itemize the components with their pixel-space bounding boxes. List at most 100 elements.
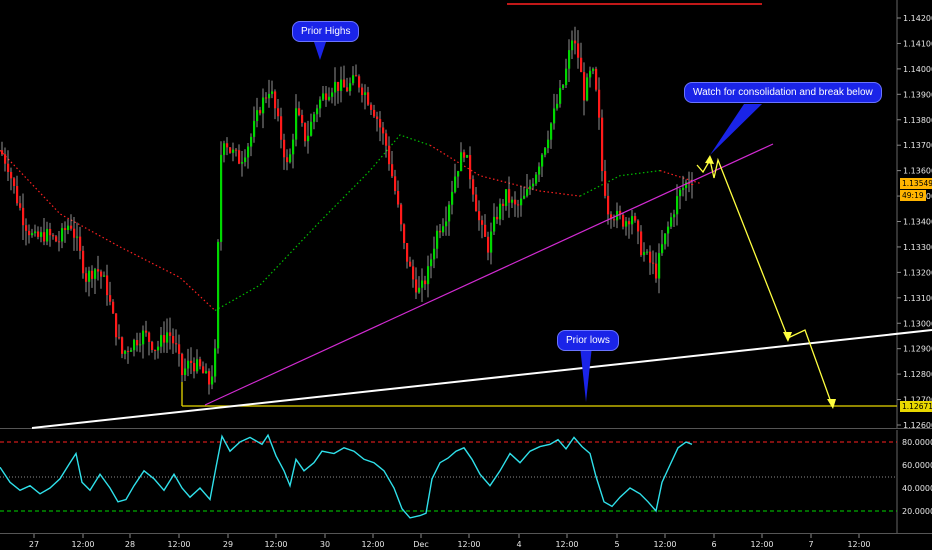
candle-body [394,176,397,192]
candle-body [436,230,439,249]
candle-body [118,337,121,339]
candle-body [292,139,295,155]
price-tick-label: 1.13400 [903,218,932,227]
candle-body [613,219,616,221]
time-tick-label: 12:00 [71,540,94,549]
candle-body [301,114,304,123]
candle-body [358,76,361,88]
candle-body [493,216,496,232]
candle-body [427,266,430,285]
candle-body [631,216,634,225]
candle-body [622,214,625,227]
candle-body [163,335,166,343]
candle-body [352,75,355,84]
candle-body [31,233,34,236]
candle-body [412,266,415,280]
candle-body [37,231,40,237]
price-axis-ticks: 1.14200 1.14100 1.14000 1.13900 1.13800 1.137… [897,14,932,430]
candle-body [250,136,253,147]
watch-pointer [710,104,762,155]
candle-body [553,108,556,124]
candle-body [523,195,526,199]
candle-body [151,341,154,350]
candle-body [1,150,4,155]
candle-body [145,330,148,333]
candle-body [478,211,481,221]
candle-body [646,251,649,253]
candle-body [637,220,640,232]
candle-body [133,340,136,351]
candle-body [79,236,82,251]
time-tick-label: 28 [125,540,135,549]
candle-body [685,182,688,189]
candle-body [226,143,229,148]
candle-body [298,108,301,115]
candle-body [364,92,367,95]
candle-body [130,350,133,352]
candle-body [592,68,595,71]
time-tick-label: 12:00 [361,540,384,549]
candle-body [469,155,472,180]
candle-body [433,248,436,260]
candle-body [109,295,112,302]
white-trendline [31,329,932,429]
candle-body [19,203,22,208]
candle-body [271,91,274,94]
candle-body [124,350,127,354]
candle-body [568,50,571,69]
candle-body [220,154,223,242]
candle-body [172,335,175,344]
candle-body [463,152,466,158]
candle-body [661,244,664,254]
candle-body [196,359,199,372]
candle-body [679,189,682,197]
candle-body [175,343,178,345]
candle-body [562,85,565,89]
candle-body [472,179,475,195]
ma-green-2 [579,170,661,197]
candle-body [328,96,331,100]
candle-body [418,287,421,293]
oscillator-pane [0,433,897,519]
candle-body [379,119,382,128]
candle-body [169,332,172,336]
candle-body [643,252,646,256]
candle-body [34,231,37,234]
candle-body [640,231,643,256]
candle-body [142,330,145,345]
candle-body [652,262,655,264]
candle-body [115,313,118,338]
candle-body [538,166,541,175]
candle-body [391,164,394,177]
candle-body [316,108,319,115]
price-tick-label: 1.12800 [903,370,932,379]
candle-body [259,110,262,114]
candle-body [247,146,250,158]
candle-body [439,230,442,233]
watch-callout: Watch for consolidation and break below [684,82,882,103]
candle-body [517,204,520,206]
price-tick-label: 1.12700 [903,396,932,405]
price-tick-label: 1.12900 [903,345,932,354]
price-tick-label: 1.14100 [903,39,932,48]
candle-body [460,152,463,172]
candle-body [238,150,241,164]
candle-body [25,225,28,231]
candle-body [190,360,193,364]
candle-body [139,344,142,346]
candle-body [289,154,292,163]
price-tick-label: 1.13700 [903,141,932,150]
support-price-label: 1.12671 [900,401,932,412]
candle-body [667,226,670,234]
candle-body [634,216,637,221]
candle-body [7,163,10,172]
candle-body [361,87,364,95]
candle-body [484,224,487,237]
candle-body [157,346,160,351]
prior-highs-callout: Prior Highs [292,21,360,42]
prior-highs-pointer [314,42,326,60]
candle-body [658,253,661,279]
candle-body [475,194,478,212]
ma-red-2 [429,144,581,197]
candle-body [178,344,181,354]
